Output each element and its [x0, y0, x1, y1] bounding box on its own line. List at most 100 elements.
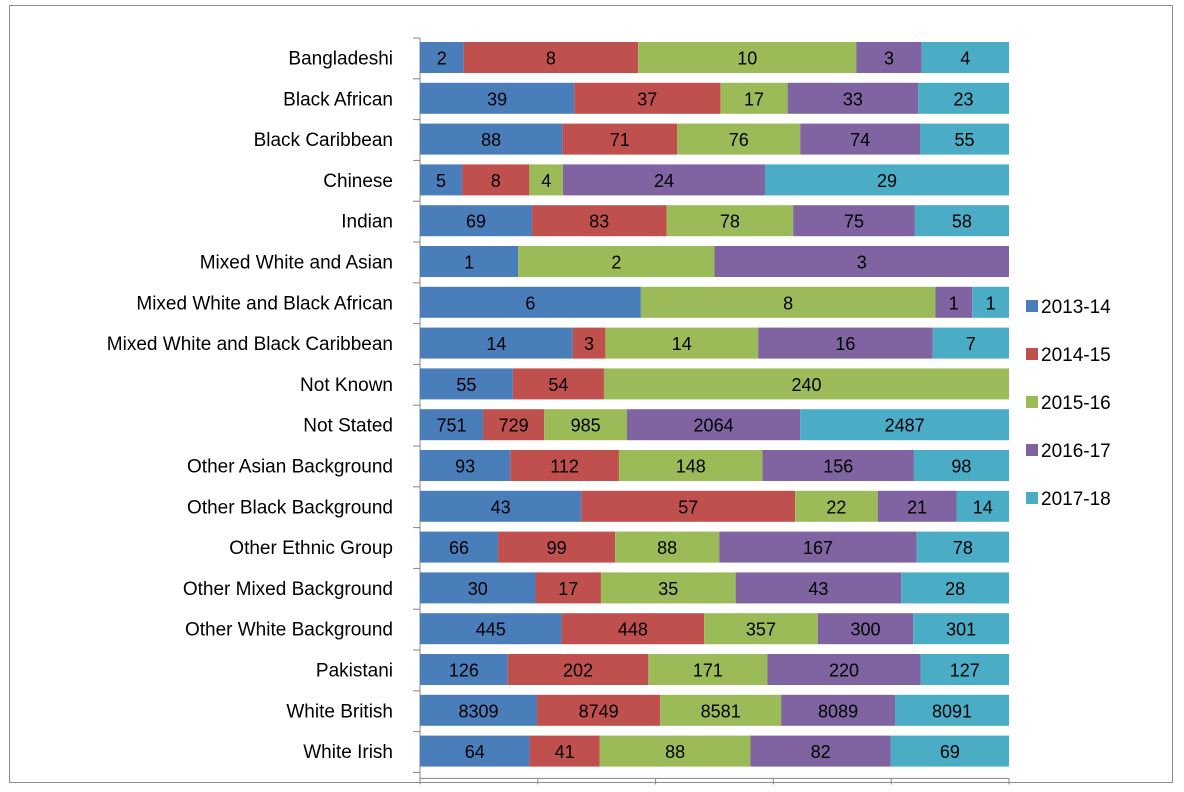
- category-label: Pakistani: [316, 661, 393, 682]
- data-label: 357: [746, 620, 776, 640]
- bar-segment: [531, 205, 667, 237]
- data-label: 301: [946, 620, 976, 640]
- bar-segment: [920, 654, 1009, 685]
- bar-segment: [420, 735, 530, 767]
- bar-segment: [420, 82, 575, 114]
- category-label: Mixed White and Black African: [136, 293, 393, 314]
- bar-segment: [714, 246, 1009, 277]
- bar-segment: [660, 694, 782, 726]
- data-label: 76: [729, 130, 749, 150]
- bar-segment: [918, 82, 1009, 114]
- bar-segment: [537, 694, 661, 726]
- bar-segment: [605, 327, 759, 359]
- data-label: 93: [455, 457, 475, 477]
- bar-segment: [795, 490, 878, 522]
- data-label: 75: [844, 212, 864, 232]
- data-label: 6: [525, 293, 535, 313]
- bar-segment: [817, 613, 914, 645]
- bar-segment: [600, 572, 736, 604]
- data-label: 55: [456, 375, 476, 395]
- legend-swatch: [1026, 300, 1038, 312]
- bar-segment: [563, 164, 765, 196]
- data-label: 4: [541, 171, 551, 191]
- bar-segment: [913, 450, 1009, 481]
- data-label: 8309: [458, 701, 498, 721]
- bar-segment: [462, 164, 530, 196]
- bar-segment: [793, 205, 915, 237]
- data-label: 55: [954, 130, 974, 150]
- bar-segment: [920, 123, 1009, 155]
- data-label: 1: [986, 293, 996, 313]
- bar-segment: [420, 123, 563, 155]
- data-label: 17: [558, 579, 578, 599]
- data-label: 171: [693, 661, 723, 681]
- bar-segment: [420, 164, 463, 196]
- data-label: 14: [486, 334, 506, 354]
- data-label: 69: [466, 212, 486, 232]
- legend-swatch: [1026, 396, 1038, 408]
- data-label: 167: [803, 538, 833, 558]
- data-label: 3: [884, 49, 894, 69]
- bar-segment: [529, 735, 600, 767]
- bar-segment: [913, 613, 1009, 645]
- bar-segment: [544, 409, 627, 441]
- bar-segment: [420, 450, 511, 481]
- bar-segment: [935, 286, 973, 318]
- bar-segment: [420, 246, 519, 277]
- bar-segment: [572, 327, 606, 359]
- data-label: 43: [808, 579, 828, 599]
- data-label: 8089: [818, 701, 858, 721]
- data-label: 78: [953, 538, 973, 558]
- data-label: 37: [637, 89, 657, 109]
- data-label: 43: [491, 497, 511, 517]
- category-label: Other Asian Background: [187, 457, 393, 478]
- legend-label: 2017-18: [1041, 489, 1111, 510]
- category-label: Chinese: [323, 171, 393, 192]
- bar-segment: [956, 490, 1009, 522]
- data-label: 148: [676, 457, 706, 477]
- bar-segment: [800, 409, 1009, 441]
- legend-label: 2016-17: [1041, 441, 1111, 462]
- data-label: 2: [437, 49, 447, 69]
- data-label: 35: [658, 579, 678, 599]
- data-label: 10: [737, 49, 757, 69]
- data-label: 39: [487, 89, 507, 109]
- data-label: 3: [857, 253, 867, 273]
- category-label: Black African: [283, 89, 393, 110]
- category-label: Other Ethnic Group: [229, 538, 393, 559]
- data-label: 112: [550, 457, 579, 477]
- bar-segment: [483, 409, 545, 441]
- data-label: 127: [950, 661, 980, 681]
- bar-segment: [510, 450, 619, 481]
- bar-segment: [877, 490, 957, 522]
- bar-segment: [787, 82, 919, 114]
- data-label: 83: [589, 212, 609, 232]
- category-label: Not Known: [300, 375, 393, 396]
- legend-label: 2013-14: [1041, 297, 1111, 318]
- category-label: Indian: [341, 212, 393, 233]
- bar-segment: [626, 409, 801, 441]
- bar-segment: [750, 735, 891, 767]
- data-label: 14: [973, 497, 993, 517]
- legend-swatch: [1026, 492, 1038, 504]
- bar-segment: [758, 327, 933, 359]
- bar-segment: [420, 286, 641, 318]
- data-label: 58: [952, 212, 972, 232]
- bar-segment: [914, 205, 1009, 237]
- data-label: 74: [850, 130, 870, 150]
- legend-label: 2014-15: [1041, 345, 1111, 366]
- data-label: 66: [449, 538, 469, 558]
- data-label: 23: [954, 89, 974, 109]
- data-label: 448: [618, 620, 648, 640]
- data-label: 14: [672, 334, 692, 354]
- data-label: 71: [610, 130, 630, 150]
- bar-segment: [574, 82, 721, 114]
- bar-segment: [615, 531, 720, 563]
- data-label: 29: [877, 171, 897, 191]
- bar-segment: [463, 42, 639, 73]
- data-label: 156: [823, 457, 853, 477]
- bar-segment: [420, 572, 536, 604]
- bar-segment: [666, 205, 794, 237]
- data-label: 99: [547, 538, 567, 558]
- bar-segment: [720, 82, 788, 114]
